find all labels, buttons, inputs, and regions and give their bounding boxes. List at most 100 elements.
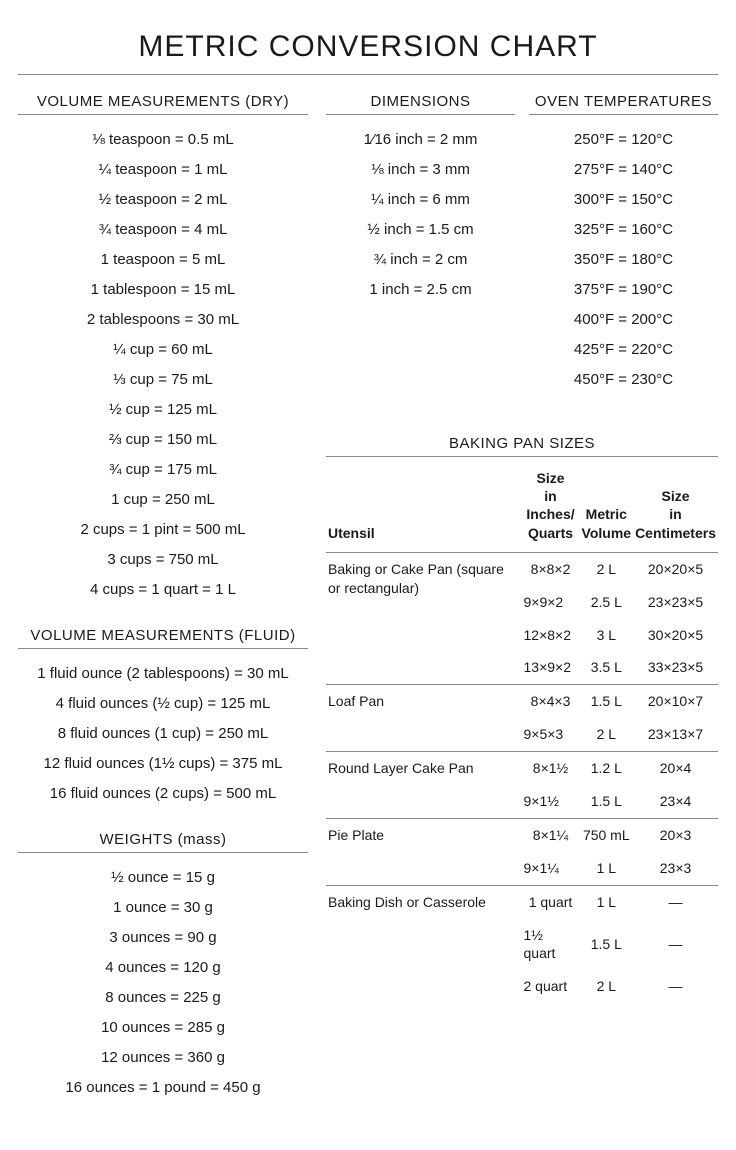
data-cell: 20×4 (633, 752, 718, 785)
list-item: 1⁄16 inch = 2 mm (326, 125, 515, 155)
list-item: 375°F = 190°C (529, 275, 718, 305)
data-cell: 8×4×3 (522, 685, 580, 718)
data-cell: 20×10×7 (633, 685, 718, 718)
list-item: 10 ounces = 285 g (18, 1013, 308, 1043)
right-column: DIMENSIONS 1⁄16 inch = 2 mm⅛ inch = 3 mm… (326, 93, 718, 1103)
list-item: 4 ounces = 120 g (18, 953, 308, 983)
data-cell: 20×3 (633, 818, 718, 851)
pan-section: BAKING PAN SIZES Utensil SizeinInches/Qu… (326, 435, 718, 1003)
list-item: 4 cups = 1 quart = 1 L (18, 575, 308, 605)
list-item: ¾ inch = 2 cm (326, 245, 515, 275)
list-item: ⅔ cup = 150 mL (18, 425, 308, 455)
list-item: ¾ cup = 175 mL (18, 455, 308, 485)
list-item: 4 fluid ounces (½ cup) = 125 mL (18, 689, 308, 719)
weights-list: ½ ounce = 15 g1 ounce = 30 g3 ounces = 9… (18, 863, 308, 1103)
top-right-wrap: DIMENSIONS 1⁄16 inch = 2 mm⅛ inch = 3 mm… (326, 93, 718, 395)
data-cell: 9×1½ (522, 785, 580, 818)
volume-fluid-header: VOLUME MEASUREMENTS (FLUID) (18, 627, 308, 649)
list-item: 350°F = 180°C (529, 245, 718, 275)
data-cell: 1 L (580, 885, 634, 918)
data-cell: 3.5 L (580, 651, 634, 684)
data-cell: 1.2 L (580, 752, 634, 785)
list-item: 1 teaspoon = 5 mL (18, 245, 308, 275)
data-cell: 1½ quart (522, 919, 580, 971)
data-cell: 9×9×2 (522, 586, 580, 619)
data-cell: 13×9×2 (522, 651, 580, 684)
data-cell: 9×1¼ (522, 852, 580, 885)
data-cell: 30×20×5 (633, 619, 718, 652)
utensil-cell: Baking Dish or Casserole (326, 885, 522, 1003)
utensil-cell: Pie Plate (326, 818, 522, 885)
data-cell: 3 L (580, 619, 634, 652)
list-item: 1 tablespoon = 15 mL (18, 275, 308, 305)
list-item: ⅛ inch = 3 mm (326, 155, 515, 185)
data-cell: 33×23×5 (633, 651, 718, 684)
list-item: 3 ounces = 90 g (18, 923, 308, 953)
pan-tbody: Baking or Cake Pan (square or rectangula… (326, 552, 718, 1003)
table-row: Loaf Pan8×4×31.5 L20×10×7 (326, 685, 718, 718)
volume-dry-list: ⅛ teaspoon = 0.5 mL¼ teaspoon = 1 mL½ te… (18, 125, 308, 605)
table-row: Baking Dish or Casserole1 quart1 L— (326, 885, 718, 918)
list-item: 8 ounces = 225 g (18, 983, 308, 1013)
data-cell: 2 L (580, 718, 634, 751)
pan-table: Utensil SizeinInches/Quarts MetricVolume… (326, 463, 718, 1003)
columns-wrap: VOLUME MEASUREMENTS (DRY) ⅛ teaspoon = 0… (18, 93, 718, 1103)
pan-col-inches: SizeinInches/Quarts (522, 463, 580, 552)
list-item: 8 fluid ounces (1 cup) = 250 mL (18, 719, 308, 749)
list-item: 1 cup = 250 mL (18, 485, 308, 515)
data-cell: 2.5 L (580, 586, 634, 619)
list-item: 12 ounces = 360 g (18, 1043, 308, 1073)
data-cell: 23×23×5 (633, 586, 718, 619)
data-cell: 2 L (580, 552, 634, 585)
list-item: ¼ cup = 60 mL (18, 335, 308, 365)
utensil-cell: Loaf Pan (326, 685, 522, 752)
list-item: ½ teaspoon = 2 mL (18, 185, 308, 215)
data-cell: 1.5 L (580, 919, 634, 971)
list-item: ¾ teaspoon = 4 mL (18, 215, 308, 245)
list-item: 12 fluid ounces (1½ cups) = 375 mL (18, 749, 308, 779)
table-row: Pie Plate8×1¼750 mL20×3 (326, 818, 718, 851)
data-cell: 1 L (580, 852, 634, 885)
list-item: ⅛ teaspoon = 0.5 mL (18, 125, 308, 155)
pan-header: BAKING PAN SIZES (326, 435, 718, 457)
list-item: 16 ounces = 1 pound = 450 g (18, 1073, 308, 1103)
volume-fluid-list: 1 fluid ounce (2 tablespoons) = 30 mL4 f… (18, 659, 308, 809)
list-item: ½ cup = 125 mL (18, 395, 308, 425)
data-cell: 1.5 L (580, 685, 634, 718)
pan-col-cm: SizeinCentimeters (633, 463, 718, 552)
list-item: 425°F = 220°C (529, 335, 718, 365)
data-cell: 23×13×7 (633, 718, 718, 751)
list-item: 16 fluid ounces (2 cups) = 500 mL (18, 779, 308, 809)
volume-dry-header: VOLUME MEASUREMENTS (DRY) (18, 93, 308, 115)
oven-list: 250°F = 120°C275°F = 140°C300°F = 150°C3… (529, 125, 718, 395)
utensil-cell: Round Layer Cake Pan (326, 752, 522, 819)
list-item: 450°F = 230°C (529, 365, 718, 395)
data-cell: 750 mL (580, 818, 634, 851)
data-cell: 9×5×3 (522, 718, 580, 751)
weights-header: WEIGHTS (mass) (18, 831, 308, 853)
data-cell: — (633, 970, 718, 1003)
list-item: 400°F = 200°C (529, 305, 718, 335)
list-item: ¼ teaspoon = 1 mL (18, 155, 308, 185)
list-item: ⅓ cup = 75 mL (18, 365, 308, 395)
list-item: 1 inch = 2.5 cm (326, 275, 515, 305)
dimensions-header: DIMENSIONS (326, 93, 515, 115)
utensil-cell: Baking or Cake Pan (square or rectangula… (326, 552, 522, 685)
list-item: 2 cups = 1 pint = 500 mL (18, 515, 308, 545)
list-item: 3 cups = 750 mL (18, 545, 308, 575)
pan-header-row: Utensil SizeinInches/Quarts MetricVolume… (326, 463, 718, 552)
data-cell: 2 quart (522, 970, 580, 1003)
data-cell: — (633, 919, 718, 971)
data-cell: 8×1½ (522, 752, 580, 785)
data-cell: — (633, 885, 718, 918)
list-item: 300°F = 150°C (529, 185, 718, 215)
title-rule (18, 74, 718, 75)
pan-col-utensil: Utensil (326, 463, 522, 552)
data-cell: 23×4 (633, 785, 718, 818)
list-item: 250°F = 120°C (529, 125, 718, 155)
left-column: VOLUME MEASUREMENTS (DRY) ⅛ teaspoon = 0… (18, 93, 308, 1103)
list-item: 1 ounce = 30 g (18, 893, 308, 923)
list-item: 2 tablespoons = 30 mL (18, 305, 308, 335)
data-cell: 2 L (580, 970, 634, 1003)
table-row: Baking or Cake Pan (square or rectangula… (326, 552, 718, 585)
